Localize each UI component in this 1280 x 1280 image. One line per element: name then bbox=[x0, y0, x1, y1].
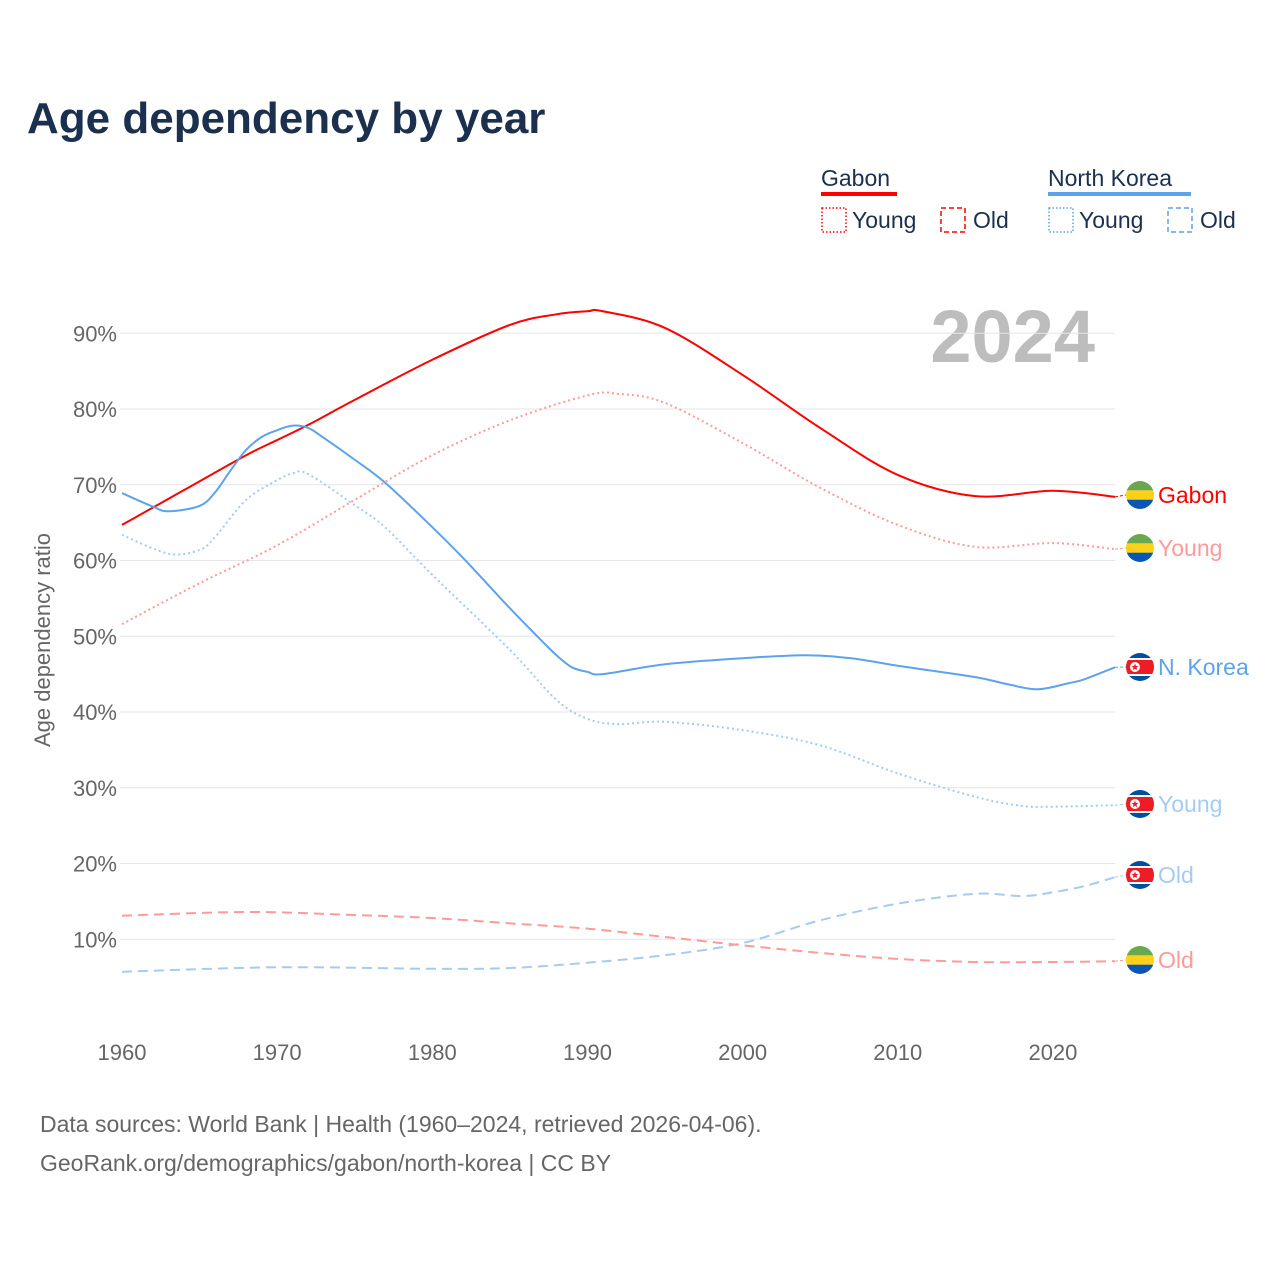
end-label: Old bbox=[1158, 947, 1194, 973]
end-label: Young bbox=[1158, 791, 1222, 817]
gabon-flag-icon bbox=[1126, 534, 1154, 562]
y-tick-label: 30% bbox=[73, 776, 117, 801]
y-tick-label: 90% bbox=[73, 321, 117, 346]
y-tick-label: 70% bbox=[73, 473, 117, 498]
x-tick-label: 1980 bbox=[408, 1040, 457, 1065]
legend-old-label: Old bbox=[1200, 207, 1236, 233]
x-tick-label: 1990 bbox=[563, 1040, 612, 1065]
x-axis-ticks: 1960 1970 1980 1990 2000 2010 2020 bbox=[98, 1040, 1078, 1065]
legend-old-swatch bbox=[940, 207, 966, 233]
x-tick-label: 2010 bbox=[873, 1040, 922, 1065]
x-tick-label: 1960 bbox=[98, 1040, 147, 1065]
x-tick-label: 2020 bbox=[1028, 1040, 1077, 1065]
legend-young-swatch bbox=[821, 207, 847, 233]
end-label-connector bbox=[1114, 959, 1127, 962]
y-tick-label: 80% bbox=[73, 397, 117, 422]
end-label-connector bbox=[1114, 547, 1127, 550]
y-tick-label: 50% bbox=[73, 624, 117, 649]
legend-group-title: North Korea bbox=[1048, 165, 1172, 191]
end-label-connector bbox=[1114, 494, 1127, 498]
legend: Gabon Young Old North Korea Young Old bbox=[821, 165, 1236, 233]
series-line-gabon bbox=[121, 308, 1116, 526]
year-watermark: 2024 bbox=[930, 295, 1095, 378]
y-tick-label: 60% bbox=[73, 549, 117, 574]
y-tick-label: 20% bbox=[73, 852, 117, 877]
legend-group-title: Gabon bbox=[821, 165, 890, 191]
end-label: Young bbox=[1158, 535, 1222, 561]
legend-old-label: Old bbox=[973, 207, 1009, 233]
end-label: Old bbox=[1158, 862, 1194, 888]
gridlines bbox=[120, 332, 1115, 940]
source-text: Data sources: World Bank | Health (1960–… bbox=[40, 1111, 762, 1137]
end-label-connector bbox=[1114, 874, 1127, 878]
series-lines bbox=[121, 308, 1116, 973]
x-tick-label: 1970 bbox=[253, 1040, 302, 1065]
legend-old-swatch bbox=[1167, 207, 1193, 233]
north-korea-flag-icon bbox=[1126, 653, 1154, 681]
end-label-connector bbox=[1114, 803, 1127, 806]
legend-young-swatch bbox=[1048, 207, 1074, 233]
series-line-north-korea bbox=[121, 424, 1116, 691]
series-line-gabon-old bbox=[121, 910, 1116, 964]
gabon-flag-icon bbox=[1126, 946, 1154, 974]
gabon-flag-icon bbox=[1126, 481, 1154, 509]
y-axis-ticks: 10% 20% 30% 40% 50% 60% 70% 80% 90% bbox=[73, 321, 117, 952]
y-tick-label: 10% bbox=[73, 927, 117, 952]
y-axis-label: Age dependency ratio bbox=[30, 533, 55, 747]
x-tick-label: 2000 bbox=[718, 1040, 767, 1065]
y-tick-label: 40% bbox=[73, 700, 117, 725]
series-line-north-korea-young bbox=[121, 470, 1116, 808]
end-label: Gabon bbox=[1158, 482, 1227, 508]
legend-young-label: Young bbox=[852, 207, 916, 233]
series-line-gabon-young bbox=[121, 391, 1116, 626]
end-labels: Gabon Young N. Korea Young Old Old bbox=[1114, 481, 1249, 974]
north-korea-flag-icon bbox=[1126, 861, 1154, 889]
credit-text[interactable]: GeoRank.org/demographics/gabon/north-kor… bbox=[40, 1150, 611, 1176]
series-line-north-korea-old bbox=[121, 876, 1116, 973]
north-korea-flag-icon bbox=[1126, 790, 1154, 818]
legend-young-label: Young bbox=[1079, 207, 1143, 233]
end-label: N. Korea bbox=[1158, 654, 1249, 680]
chart-title: Age dependency by year bbox=[27, 94, 545, 143]
